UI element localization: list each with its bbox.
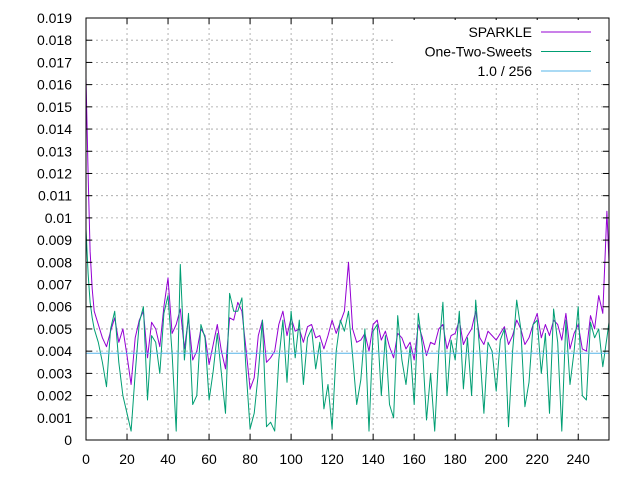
x-tick-label: 20 bbox=[119, 451, 135, 467]
y-tick-label: 0.012 bbox=[37, 165, 72, 181]
y-tick-label: 0.004 bbox=[37, 343, 72, 359]
x-tick-label: 200 bbox=[485, 451, 509, 467]
y-tick-label: 0.008 bbox=[37, 254, 72, 270]
y-tick-label: 0.017 bbox=[37, 54, 72, 70]
y-tick-label: 0.014 bbox=[37, 121, 72, 137]
x-tick-label: 80 bbox=[242, 451, 258, 467]
y-tick-label: 0.01 bbox=[45, 210, 72, 226]
x-tick-label: 60 bbox=[201, 451, 217, 467]
x-tick-label: 0 bbox=[82, 451, 90, 467]
y-tick-label: 0.001 bbox=[37, 410, 72, 426]
x-tick-label: 120 bbox=[320, 451, 344, 467]
y-tick-label: 0.015 bbox=[37, 99, 72, 115]
x-tick-label: 160 bbox=[402, 451, 426, 467]
y-tick-label: 0.006 bbox=[37, 299, 72, 315]
legend: SPARKLE One-Two-Sweets 1.0 / 256 bbox=[396, 20, 606, 84]
x-tick-label: 220 bbox=[526, 451, 550, 467]
x-tick-label: 180 bbox=[443, 451, 467, 467]
y-tick-label: 0.003 bbox=[37, 365, 72, 381]
series-sparkle-line bbox=[85, 77, 610, 390]
series-lines bbox=[85, 77, 610, 432]
x-tick-label: 40 bbox=[160, 451, 176, 467]
y-tick-label: 0.009 bbox=[37, 232, 72, 248]
y-tick-label: 0.019 bbox=[37, 10, 72, 26]
axis-ticks: 0 0.001 0.002 0.003 0.004 0.005 0.006 0.007 0.00… bbox=[37, 10, 609, 467]
y-tick-label: 0.016 bbox=[37, 77, 72, 93]
x-tick-label: 240 bbox=[567, 451, 591, 467]
y-tick-label: 0.011 bbox=[38, 188, 72, 204]
y-tick-label: 0.013 bbox=[37, 143, 72, 159]
legend-label: SPARKLE bbox=[468, 24, 532, 40]
y-tick-label: 0.007 bbox=[37, 277, 72, 293]
y-tick-label: 0 bbox=[64, 432, 72, 448]
x-tick-label: 140 bbox=[361, 451, 385, 467]
series-one-two-sweets-line bbox=[85, 228, 610, 432]
legend-label: One-Two-Sweets bbox=[425, 44, 532, 60]
y-tick-label: 0.005 bbox=[37, 321, 72, 337]
y-tick-label: 0.002 bbox=[37, 388, 72, 404]
legend-label: 1.0 / 256 bbox=[478, 63, 533, 79]
y-tick-label: 0.018 bbox=[37, 32, 72, 48]
plot-frame bbox=[85, 17, 610, 441]
x-tick-label: 100 bbox=[279, 451, 303, 467]
